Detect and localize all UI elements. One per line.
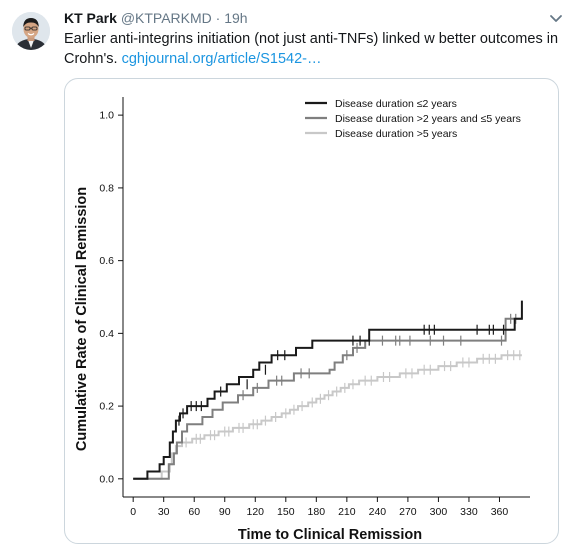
separator: · [215,10,221,26]
y-tick-label: 0.0 [99,473,114,485]
x-tick-label: 270 [399,506,417,518]
series-3 [133,350,522,480]
y-tick-label: 0.4 [99,328,114,340]
tweet-header: KT Park @KTPARKMD · 19h [64,9,248,27]
x-tick-label: 0 [130,506,136,518]
tweet-text: Earlier anti-integrins initiation (not j… [64,29,559,69]
x-tick-label: 150 [277,506,295,518]
y-axis-label: Cumulative Rate of Clinical Remission [74,187,90,451]
x-axis-label: Time to Clinical Remission [238,527,422,543]
x-tick-label: 360 [491,506,509,518]
x-tick-label: 330 [460,506,478,518]
article-link[interactable]: cghjournal.org/article/S1542-… [121,51,322,67]
series-line [133,317,522,480]
x-tick-label: 120 [247,506,265,518]
x-tick-label: 90 [219,506,231,518]
series-line [133,300,523,480]
x-tick-label: 240 [369,506,387,518]
legend-label: Disease duration >5 years [335,128,457,140]
chart-axes: 0 30 60 90 120 150 180 210 240 270 300 330 360 0.0 0.2… [99,97,530,518]
x-tick-label: 30 [158,506,170,518]
series-1 [133,300,523,480]
chart-series [133,300,523,480]
tweet-image[interactable]: 0 30 60 90 120 150 180 210 240 270 300 330 360 0.0 0.2… [64,78,559,544]
y-tick-label: 0.2 [99,401,114,413]
km-chart: 0 30 60 90 120 150 180 210 240 270 300 330 360 0.0 0.2… [74,97,530,543]
y-tick-label: 0.8 [99,182,114,194]
author-handle[interactable]: @KTPARKMD [120,10,212,26]
legend-label: Disease duration ≤2 years [335,98,457,110]
chart-legend: Disease duration ≤2 years Disease duratio… [305,98,521,140]
y-tick-label: 1.0 [99,110,114,122]
x-tick-label: 210 [338,506,356,518]
tweet-timestamp[interactable]: 19h [224,10,248,26]
avatar-photo [12,12,50,50]
x-tick-label: 60 [188,506,200,518]
series-2 [133,313,522,480]
x-tick-label: 300 [430,506,448,518]
legend-label: Disease duration >2 years and ≤5 years [335,113,521,125]
x-tick-label: 180 [308,506,326,518]
chevron-down-icon[interactable] [548,10,564,26]
author-name[interactable]: KT Park [64,10,117,26]
tweet-body: Earlier anti-integrins initiation (not j… [64,31,559,67]
y-tick-label: 0.6 [99,255,114,267]
avatar[interactable] [12,12,50,50]
